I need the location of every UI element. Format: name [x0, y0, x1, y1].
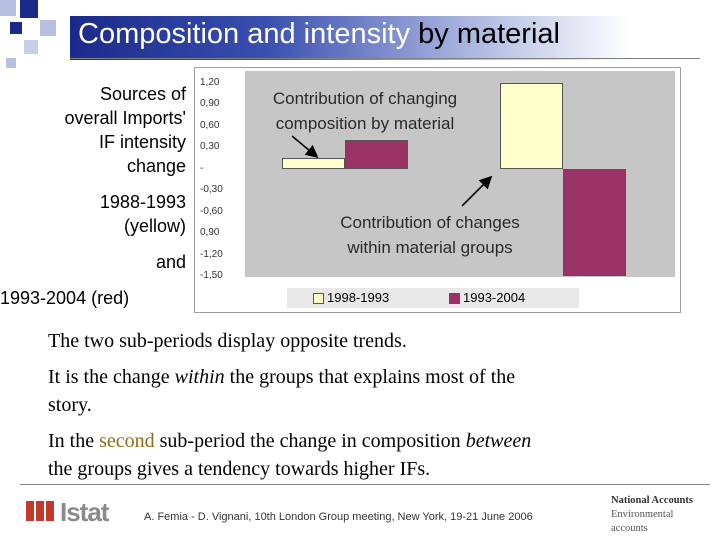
footer-dept-line: National Accounts	[611, 495, 693, 506]
title-bar	[70, 16, 630, 60]
legend-swatch-1993-2004	[449, 293, 460, 304]
y-tick-label: 1,20	[200, 77, 220, 88]
body-text-emphasis: between	[465, 430, 532, 452]
body-text-span: sub-period the change in composition	[154, 430, 466, 452]
label-line: Sources of	[99, 84, 186, 104]
y-tick-label: -	[200, 162, 204, 174]
bar-1993-2004-group-1	[345, 140, 408, 169]
annotation-composition: Contribution of changing composition by …	[252, 86, 478, 136]
body-paragraph-2: It is the change within the groups that …	[48, 363, 688, 419]
decor-square-2	[20, 0, 38, 18]
y-tick-label: 0,60	[200, 119, 220, 131]
footer-dept-line: Environmental	[611, 509, 674, 520]
footer-dept-line: accounts	[611, 523, 648, 534]
annotation-line: Contribution of changing	[272, 89, 458, 108]
body-text-span: the groups gives a tendency towards high…	[48, 458, 431, 480]
bar-1998-1993-group-1	[282, 158, 345, 169]
decor-square-3	[40, 20, 56, 36]
body-text-span: In the	[48, 430, 100, 452]
label-line: 1993-2004 (red)	[0, 288, 130, 308]
title-divider	[70, 58, 700, 59]
slide-title: Composition and intensity by material	[78, 18, 560, 50]
label-line: and	[155, 252, 186, 272]
label-line: overall Imports'	[64, 108, 186, 128]
legend-label-1993-2004: 1993-2004	[463, 290, 526, 305]
annotation-line: Contribution of changes	[340, 213, 520, 232]
decor-square-5	[24, 40, 38, 54]
legend-label-1998-1993: 1998-1993	[327, 290, 390, 305]
body-text-span: the groups that explains most of the	[224, 366, 516, 388]
label-sources: Sources of overall Imports' IF intensity…	[0, 82, 186, 178]
body-text-highlight: second	[99, 430, 155, 452]
label-line: change	[126, 156, 186, 176]
body-text-span: story.	[48, 394, 92, 416]
footer-divider	[20, 484, 710, 485]
label-period-1: 1988-1993 (yellow)	[0, 190, 186, 238]
body-text-span: It is the change	[48, 366, 175, 388]
y-tick-label: -0,30	[200, 184, 223, 196]
body-text-emphasis: within	[174, 366, 225, 388]
label-and: and	[0, 250, 186, 274]
body-paragraph-3: In the second sub-period the change in c…	[48, 427, 688, 483]
footer-department: National Accounts Environmental accounts	[611, 494, 693, 536]
footer-credit: A. Femia - D. Vignani, 10th London Group…	[144, 511, 533, 523]
legend-swatch-1998-1993	[313, 293, 324, 304]
label-line: IF intensity	[98, 132, 186, 152]
y-tick-label: -1,20	[200, 248, 223, 260]
y-tick-label: 0,90	[200, 98, 220, 110]
y-tick-label: 0,90	[200, 227, 220, 239]
istat-logo-text: Istat	[60, 497, 109, 527]
label-period-2: 1993-2004 (red)	[0, 286, 186, 310]
decor-square-1	[0, 0, 16, 16]
bar-1993-2004-group-2	[563, 168, 626, 276]
annotation-within-groups: Contribution of changes within material …	[322, 210, 538, 260]
y-tick-label: 0,30	[200, 141, 220, 153]
decor-square-4	[10, 22, 22, 34]
body-text-line: The two sub-periods display opposite tre…	[48, 330, 407, 352]
y-tick-label: -0,60	[200, 205, 223, 217]
label-line: 1988-1993	[99, 192, 186, 212]
annotation-line: composition by material	[275, 114, 455, 133]
decor-square-6	[6, 58, 16, 68]
y-tick-label: -1,50	[200, 270, 223, 281]
bar-1998-1993-group-2	[500, 83, 563, 169]
body-paragraph-1: The two sub-periods display opposite tre…	[48, 327, 688, 355]
annotation-line: within material groups	[347, 238, 513, 257]
istat-logo-icon	[26, 501, 54, 521]
label-line: (yellow)	[123, 216, 186, 236]
chart-legend: 1998-1993 1993-2004	[287, 288, 579, 308]
